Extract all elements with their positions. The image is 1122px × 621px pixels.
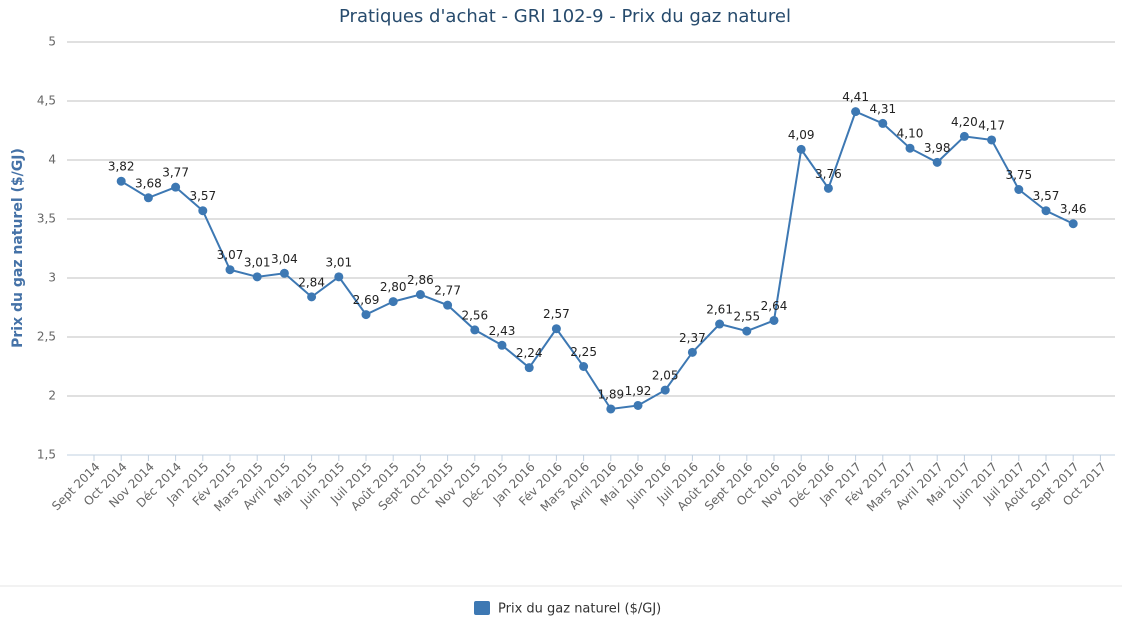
point bbox=[823, 183, 833, 193]
point bbox=[415, 290, 425, 300]
point bbox=[660, 385, 670, 395]
point bbox=[1068, 219, 1078, 229]
data-label: 2,25 bbox=[570, 345, 597, 359]
data-label: 2,64 bbox=[761, 299, 788, 313]
point bbox=[633, 400, 643, 410]
data-label: 2,43 bbox=[489, 324, 516, 338]
data-label: 2,86 bbox=[407, 273, 434, 287]
point bbox=[579, 362, 589, 371]
point bbox=[361, 310, 371, 320]
point bbox=[851, 107, 861, 117]
point bbox=[307, 292, 317, 302]
data-label: 3,01 bbox=[244, 255, 271, 269]
point bbox=[252, 272, 262, 282]
point bbox=[388, 297, 398, 307]
data-label: 4,10 bbox=[897, 127, 924, 141]
y-tick-label: 3,5 bbox=[37, 212, 56, 226]
point bbox=[225, 265, 235, 275]
point bbox=[551, 324, 561, 334]
data-label: 4,09 bbox=[788, 128, 815, 142]
point bbox=[878, 118, 888, 128]
point bbox=[279, 268, 289, 278]
y-tick-label: 4,5 bbox=[37, 94, 56, 108]
data-label: 3,57 bbox=[1033, 189, 1060, 203]
data-label: 3,77 bbox=[162, 166, 189, 180]
point bbox=[198, 206, 208, 216]
data-label: 4,41 bbox=[842, 90, 869, 104]
data-label: 2,57 bbox=[543, 307, 570, 321]
legend-label: Prix du gaz naturel ($/GJ) bbox=[498, 602, 661, 617]
point bbox=[116, 176, 126, 186]
point bbox=[1041, 206, 1051, 216]
data-label: 1,92 bbox=[625, 384, 652, 398]
data-label: 4,20 bbox=[951, 115, 978, 129]
y-tick-label: 5 bbox=[48, 35, 56, 49]
point bbox=[959, 131, 969, 141]
data-label: 2,55 bbox=[733, 310, 760, 324]
y-tick-label: 2 bbox=[48, 389, 56, 403]
y-tick-label: 4 bbox=[48, 153, 56, 167]
data-label: 3,75 bbox=[1005, 168, 1032, 182]
data-label: 4,17 bbox=[978, 118, 1005, 132]
point bbox=[1014, 185, 1024, 194]
data-label: 2,05 bbox=[652, 369, 679, 383]
data-label: 2,24 bbox=[516, 346, 543, 360]
data-label: 1,89 bbox=[597, 387, 624, 401]
y-tick-label: 1,5 bbox=[37, 448, 56, 462]
point bbox=[905, 143, 915, 153]
point bbox=[143, 193, 153, 203]
data-label: 3,01 bbox=[325, 255, 352, 269]
point bbox=[470, 325, 480, 335]
data-label: 2,80 bbox=[380, 280, 407, 294]
data-label: 4,31 bbox=[869, 102, 896, 116]
point bbox=[497, 340, 507, 350]
data-label: 3,98 bbox=[924, 141, 951, 155]
point bbox=[443, 300, 453, 310]
point bbox=[932, 157, 942, 167]
y-tick-label: 3 bbox=[48, 271, 56, 285]
point bbox=[524, 363, 534, 373]
data-label: 3,04 bbox=[271, 252, 298, 266]
y-axis-title: Prix du gaz naturel ($/GJ) bbox=[10, 148, 26, 348]
data-label: 2,61 bbox=[706, 303, 733, 317]
line bbox=[120, 110, 1074, 411]
point bbox=[769, 315, 779, 325]
y-tick-label: 2,5 bbox=[37, 330, 56, 344]
data-label: 2,69 bbox=[353, 293, 380, 307]
data-label: 3,68 bbox=[135, 176, 162, 190]
data-label: 2,56 bbox=[461, 308, 488, 322]
data-label: 2,37 bbox=[679, 331, 706, 345]
data-label: 3,76 bbox=[815, 167, 842, 181]
data-label: 3,46 bbox=[1060, 202, 1087, 216]
point bbox=[742, 326, 752, 336]
data-label: 3,07 bbox=[217, 248, 244, 262]
point bbox=[606, 404, 616, 414]
point bbox=[987, 135, 997, 145]
legend-swatch bbox=[474, 601, 490, 615]
data-label: 3,82 bbox=[108, 160, 135, 174]
point bbox=[171, 182, 181, 192]
chart-title: Pratiques d'achat - GRI 102-9 - Prix du … bbox=[339, 6, 791, 27]
point bbox=[334, 272, 344, 282]
data-label: 2,77 bbox=[434, 284, 461, 298]
data-label: 2,84 bbox=[298, 275, 325, 289]
point bbox=[687, 347, 697, 357]
data-label: 3,57 bbox=[189, 189, 216, 203]
point bbox=[796, 144, 806, 154]
point bbox=[715, 319, 725, 329]
